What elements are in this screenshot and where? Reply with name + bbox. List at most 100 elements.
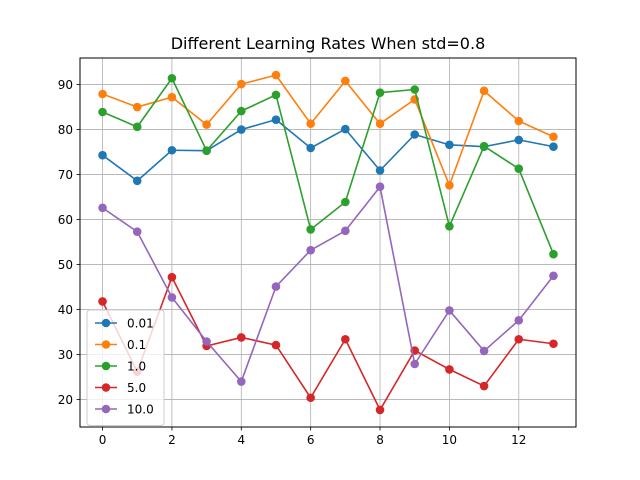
data-point: [306, 119, 315, 128]
data-point: [514, 135, 524, 145]
legend-label: 10.0: [127, 403, 154, 417]
series-line: [102, 77, 555, 255]
data-point: [236, 377, 246, 386]
data-point: [98, 107, 107, 117]
series-0.1: [98, 70, 558, 190]
data-point: [98, 89, 107, 99]
data-point: [306, 245, 315, 255]
data-point: [98, 203, 107, 213]
y-tick-label: 90: [58, 78, 73, 92]
data-point: [341, 124, 350, 134]
legend-item: 5.0: [95, 381, 146, 395]
data-point: [445, 306, 454, 315]
data-point: [341, 76, 350, 86]
data-point: [236, 125, 246, 134]
legend-marker: [101, 318, 111, 328]
x-tick-label: 2: [168, 433, 176, 447]
data-point: [479, 346, 489, 356]
data-point: [271, 70, 281, 80]
data-point: [445, 140, 454, 150]
series-line: [102, 185, 555, 383]
data-point: [549, 142, 558, 151]
y-tick-label: 30: [58, 348, 73, 362]
data-point: [514, 164, 524, 173]
data-point: [271, 90, 281, 100]
data-point: [271, 115, 281, 124]
x-tick-label: 4: [237, 433, 245, 447]
data-point: [479, 141, 489, 151]
x-tick-label: 6: [307, 433, 315, 447]
data-point: [341, 226, 350, 236]
data-point: [341, 334, 350, 344]
data-point: [445, 181, 454, 190]
legend-item: 0.1: [95, 338, 146, 352]
legend-label: 5.0: [127, 381, 146, 395]
data-point: [514, 316, 524, 325]
data-point: [167, 272, 177, 282]
data-point: [132, 102, 142, 112]
data-point: [306, 143, 315, 153]
data-point: [271, 282, 281, 291]
data-point: [514, 334, 524, 344]
data-point: [98, 150, 107, 160]
data-point: [271, 340, 281, 350]
data-point: [549, 271, 558, 281]
x-tick-label: 10: [442, 433, 457, 447]
series-line: [102, 74, 554, 187]
series-1.0: [98, 73, 558, 259]
legend-label: 1.0: [127, 360, 146, 374]
data-point: [167, 145, 177, 155]
data-point: [167, 293, 177, 302]
y-tick-label: 60: [58, 213, 73, 227]
x-tick-label: 12: [511, 433, 526, 447]
series-10.0: [98, 182, 558, 386]
data-point: [202, 146, 211, 155]
data-point: [306, 225, 315, 234]
data-point: [341, 197, 350, 207]
data-point: [132, 227, 142, 236]
legend-item: 0.01: [95, 317, 154, 331]
data-point: [236, 333, 246, 342]
legend-item: 1.0: [95, 360, 146, 374]
legend-marker: [101, 340, 111, 349]
legend-label: 0.1: [127, 338, 146, 352]
legend-marker: [101, 383, 111, 392]
series-line: [101, 276, 554, 411]
y-tick-label: 80: [58, 123, 73, 137]
y-tick-label: 70: [58, 168, 73, 182]
data-point: [549, 339, 558, 349]
data-point: [549, 249, 558, 259]
plot-area-frame: [79, 57, 577, 428]
data-point: [202, 120, 211, 129]
y-tick-label: 40: [58, 303, 73, 317]
x-tick-label: 8: [376, 433, 384, 447]
data-point: [132, 176, 142, 186]
data-point: [375, 166, 385, 175]
legend-marker: [101, 361, 111, 371]
chart-title: Different Learning Rates When std=0.8: [171, 34, 486, 53]
data-point: [375, 182, 385, 191]
x-tick-label: 0: [99, 433, 107, 447]
series-line: [102, 118, 554, 182]
data-point: [410, 359, 420, 369]
data-point: [375, 88, 385, 97]
legend-label: 0.01: [127, 317, 154, 331]
data-point: [410, 85, 420, 94]
axis-ticks: 0 2 4 6 8 10 12 20 30 40 50 60 70 80 90: [58, 78, 527, 447]
data-point: [479, 86, 489, 96]
data-point: [306, 393, 315, 403]
data-point: [236, 106, 246, 116]
data-point: [98, 297, 107, 306]
data-point: [202, 337, 211, 346]
legend-box: [86, 309, 165, 426]
data-point: [167, 92, 177, 102]
data-point: [445, 222, 454, 231]
legend: 0.01 0.1 1.0 5.0 10.0: [86, 309, 165, 426]
data-point: [514, 116, 524, 126]
data-point: [445, 365, 454, 374]
data-point: [549, 132, 558, 142]
data-point: [236, 79, 246, 89]
legend-marker: [101, 404, 111, 414]
data-point: [410, 130, 420, 139]
